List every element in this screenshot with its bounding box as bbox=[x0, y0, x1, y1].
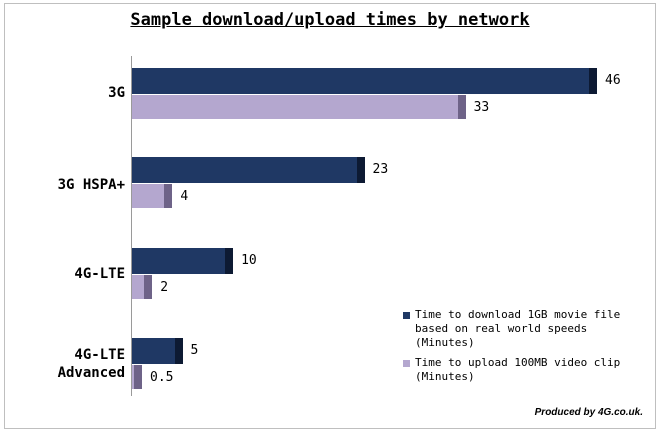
bar-end-cap bbox=[144, 275, 153, 299]
legend-swatch-download bbox=[403, 312, 410, 319]
category-label-line: Advanced bbox=[57, 365, 125, 381]
bar-end-cap bbox=[174, 338, 183, 364]
legend: Time to download 1GB movie file based on… bbox=[403, 308, 643, 390]
value-label-upload-3g: 33 bbox=[473, 100, 490, 115]
value-label-download-4g-lte: 10 bbox=[241, 253, 257, 268]
value-label-upload-4g-lte: 2 bbox=[160, 280, 169, 295]
bar-end-cap bbox=[225, 248, 234, 274]
bar-end-cap bbox=[164, 184, 173, 208]
bar-download-4g-lte-advanced bbox=[132, 338, 183, 364]
bar-end-cap bbox=[589, 68, 597, 94]
bar-upload-4g-lte bbox=[132, 275, 153, 299]
value-label-download-3g-hspa: 23 bbox=[372, 162, 389, 177]
legend-label-download: Time to download 1GB movie file based on… bbox=[415, 308, 621, 349]
bar-end-cap bbox=[356, 157, 365, 183]
category-axis-line bbox=[131, 56, 132, 396]
legend-item-upload: Time to upload 100MB video clip (Minutes… bbox=[403, 356, 643, 384]
value-label-upload-3g-hspa: 4 bbox=[180, 189, 189, 204]
legend-swatch-upload bbox=[403, 360, 410, 367]
legend-item-download: Time to download 1GB movie file based on… bbox=[403, 308, 643, 350]
chart-title: Sample download/upload times by network bbox=[130, 10, 530, 30]
category-label-line: 3G HSPA+ bbox=[57, 177, 125, 193]
category-label-4g-lte-advanced: 4G-LTE Advanced bbox=[58, 346, 125, 382]
bar-end-cap bbox=[134, 365, 142, 389]
bar-upload-3g-hspa bbox=[132, 184, 173, 208]
value-label-download-3g: 46 bbox=[605, 73, 621, 88]
bar-download-3g-hspa bbox=[132, 157, 365, 183]
chart-frame: Sample download/upload times by network … bbox=[4, 3, 656, 429]
bar-upload-3g bbox=[132, 95, 466, 119]
value-label-upload-4g-lte-advanced: 0.5 bbox=[150, 370, 174, 385]
legend-label-upload: Time to upload 100MB video clip (Minutes… bbox=[415, 356, 621, 383]
bar-upload-4g-lte-advanced bbox=[132, 365, 142, 389]
category-label-3g-hspa: 3G HSPA+ bbox=[58, 176, 125, 194]
category-label-3g: 3G bbox=[108, 84, 125, 102]
category-label-line: 4G-LTE bbox=[74, 347, 125, 363]
bar-download-3g bbox=[132, 68, 597, 94]
category-label-4g-lte: 4G-LTE bbox=[74, 265, 125, 283]
bar-end-cap bbox=[457, 95, 466, 119]
category-label-line: 3G bbox=[108, 85, 125, 101]
category-label-line: 4G-LTE bbox=[74, 266, 125, 282]
value-label-download-4g-lte-advanced: 5 bbox=[190, 343, 199, 358]
bar-download-4g-lte bbox=[132, 248, 234, 274]
credit-text: Produced by 4G.co.uk. bbox=[534, 407, 643, 418]
